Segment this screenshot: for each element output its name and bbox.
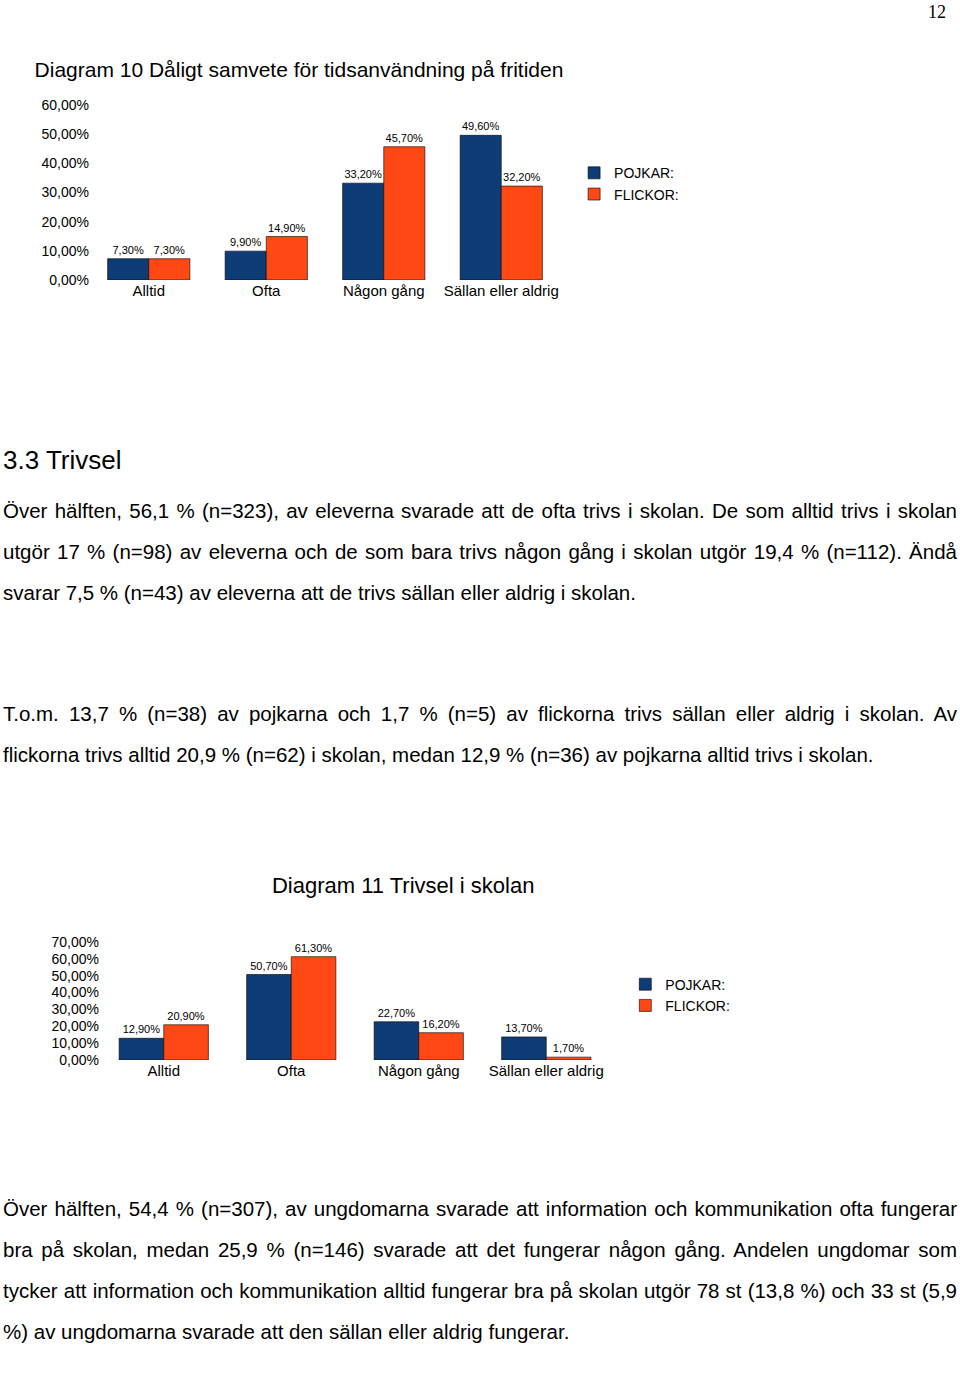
svg-text:Diagram 11 Trivsel i skolan: Diagram 11 Trivsel i skolan bbox=[272, 873, 534, 898]
svg-text:Ofta: Ofta bbox=[252, 282, 281, 299]
svg-text:Någon gång: Någon gång bbox=[378, 1062, 460, 1079]
svg-text:13,70%: 13,70% bbox=[505, 1022, 543, 1034]
svg-text:Sällan eller aldrig: Sällan eller aldrig bbox=[444, 282, 559, 299]
svg-text:22,70%: 22,70% bbox=[378, 1007, 416, 1019]
svg-text:7,30%: 7,30% bbox=[154, 244, 185, 256]
svg-text:1,70%: 1,70% bbox=[553, 1042, 584, 1054]
svg-text:FLICKOR:: FLICKOR: bbox=[614, 187, 679, 203]
svg-text:61,30%: 61,30% bbox=[295, 942, 333, 954]
svg-text:Ofta: Ofta bbox=[277, 1062, 306, 1079]
svg-text:20,90%: 20,90% bbox=[167, 1010, 205, 1022]
svg-text:12,90%: 12,90% bbox=[123, 1023, 161, 1035]
svg-text:Diagram 10 Dåligt samvete för: Diagram 10 Dåligt samvete för tidsanvänd… bbox=[35, 58, 564, 81]
svg-text:50,00%: 50,00% bbox=[42, 126, 89, 142]
html-text:3.3 Trivsel: 3.3 Trivsel bbox=[3, 445, 122, 475]
svg-text:50,00%: 50,00% bbox=[52, 968, 99, 984]
svg-text:Alltid: Alltid bbox=[147, 1062, 180, 1079]
svg-text:16,20%: 16,20% bbox=[422, 1018, 460, 1030]
svg-text:50,70%: 50,70% bbox=[250, 960, 288, 972]
svg-text:60,00%: 60,00% bbox=[42, 97, 89, 113]
svg-text:7,30%: 7,30% bbox=[112, 244, 143, 256]
svg-text:POJKAR:: POJKAR: bbox=[614, 165, 674, 181]
svg-text:49,60%: 49,60% bbox=[462, 120, 500, 132]
svg-text:60,00%: 60,00% bbox=[52, 951, 99, 967]
svg-text:9,90%: 9,90% bbox=[230, 236, 261, 248]
svg-text:40,00%: 40,00% bbox=[42, 155, 89, 171]
html-text:Över hälften, 56,1 % (n=323),: Över hälften, 56,1 % (n=323), av elevern… bbox=[3, 499, 957, 604]
svg-text:20,00%: 20,00% bbox=[42, 214, 89, 230]
html-text:12: 12 bbox=[928, 2, 946, 22]
svg-text:Någon gång: Någon gång bbox=[343, 282, 425, 299]
html-text:T.o.m. 13,7 % (n=38) av pojkar: T.o.m. 13,7 % (n=38) av pojkarna och 1,7… bbox=[3, 702, 957, 766]
svg-text:45,70%: 45,70% bbox=[386, 132, 424, 144]
html-text:Över hälften, 54,4 % (n=307),: Över hälften, 54,4 % (n=307), av ungdoma… bbox=[3, 1197, 957, 1343]
svg-text:20,00%: 20,00% bbox=[52, 1018, 99, 1034]
svg-text:70,00%: 70,00% bbox=[52, 934, 99, 950]
svg-text:Sällan eller aldrig: Sällan eller aldrig bbox=[489, 1062, 604, 1079]
svg-text:Alltid: Alltid bbox=[132, 282, 165, 299]
svg-text:32,20%: 32,20% bbox=[503, 171, 541, 183]
svg-text:FLICKOR:: FLICKOR: bbox=[665, 998, 730, 1014]
svg-text:10,00%: 10,00% bbox=[42, 243, 89, 259]
svg-text:0,00%: 0,00% bbox=[59, 1052, 99, 1068]
svg-text:10,00%: 10,00% bbox=[52, 1035, 99, 1051]
svg-text:14,90%: 14,90% bbox=[268, 222, 306, 234]
svg-text:30,00%: 30,00% bbox=[42, 184, 89, 200]
svg-text:33,20%: 33,20% bbox=[344, 168, 382, 180]
svg-text:30,00%: 30,00% bbox=[52, 1001, 99, 1017]
svg-text:POJKAR:: POJKAR: bbox=[665, 977, 725, 993]
svg-text:0,00%: 0,00% bbox=[49, 272, 89, 288]
svg-text:40,00%: 40,00% bbox=[52, 984, 99, 1000]
